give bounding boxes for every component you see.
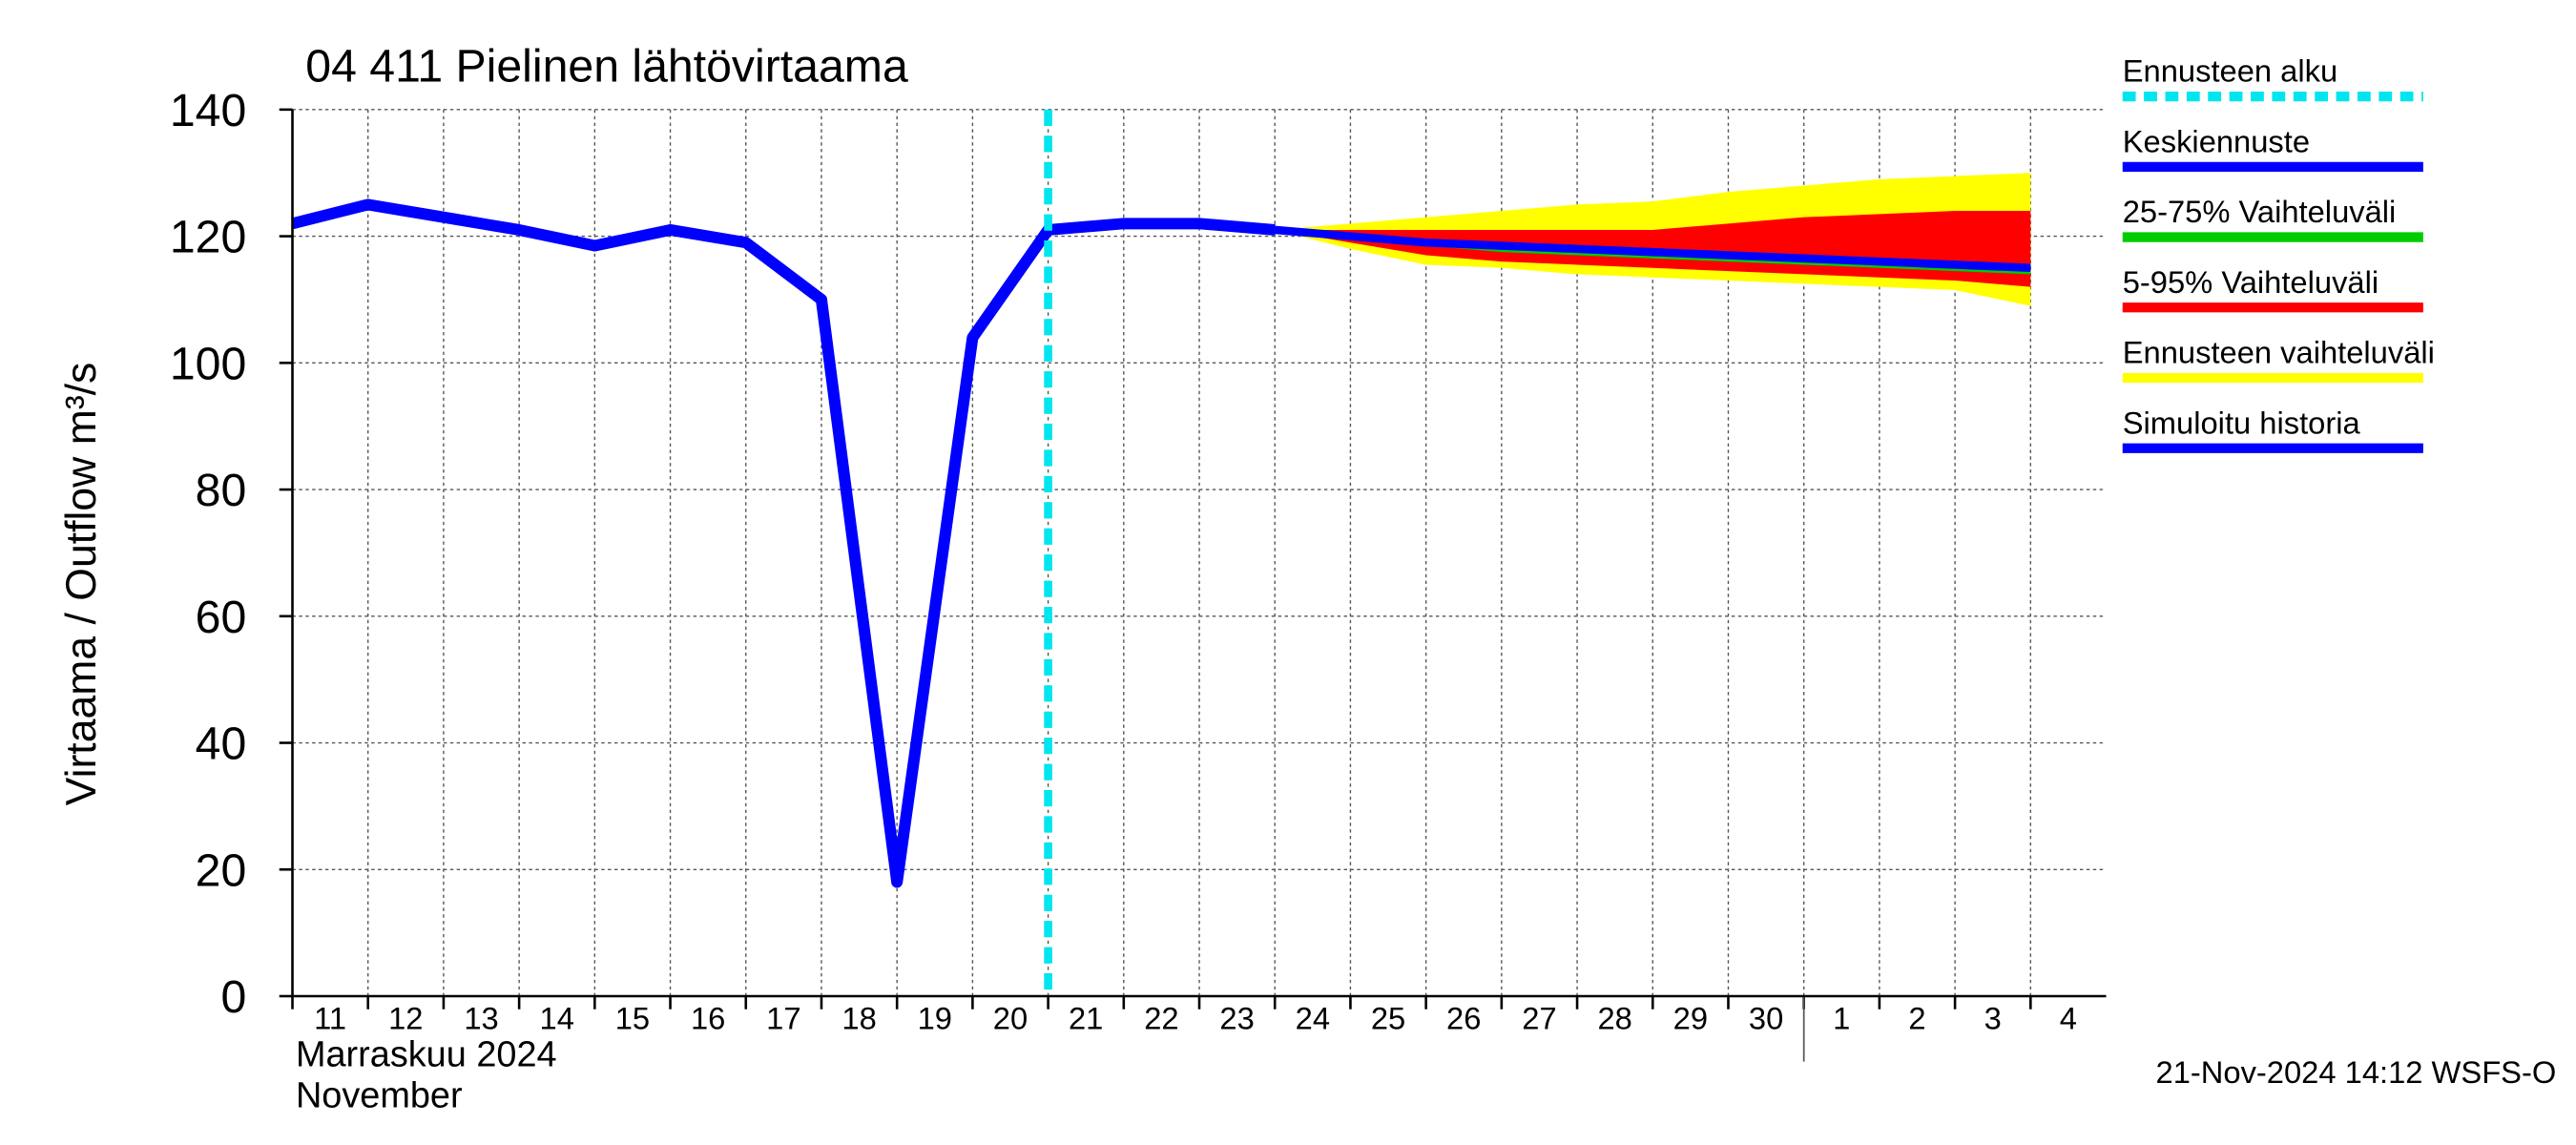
legend-label: Ennusteen alku bbox=[2123, 53, 2337, 89]
x-tick-label: 27 bbox=[1522, 1000, 1556, 1035]
legend-label: Ennusteen vaihteluväli bbox=[2123, 335, 2435, 370]
x-tick-label: 21 bbox=[1069, 1000, 1103, 1035]
legend-label: 5-95% Vaihteluväli bbox=[2123, 264, 2379, 300]
x-tick-label: 23 bbox=[1219, 1000, 1254, 1035]
x-tick-label: 29 bbox=[1673, 1000, 1708, 1035]
y-tick-label: 80 bbox=[196, 465, 247, 516]
x-tick-label: 18 bbox=[841, 1000, 876, 1035]
y-tick-label: 100 bbox=[170, 339, 246, 390]
legend-label: Keskiennuste bbox=[2123, 123, 2310, 158]
x-tick-label: 28 bbox=[1597, 1000, 1631, 1035]
x-tick-label: 15 bbox=[615, 1000, 650, 1035]
x-tick-label: 25 bbox=[1371, 1000, 1405, 1035]
x-tick-label: 1 bbox=[1833, 1000, 1850, 1035]
y-tick-label: 140 bbox=[170, 85, 246, 136]
x-tick-label: 20 bbox=[993, 1000, 1028, 1035]
y-tick-label: 20 bbox=[196, 845, 247, 897]
x-axis-label: Marraskuu 2024 bbox=[296, 1035, 557, 1075]
legend-label: 25-75% Vaihteluväli bbox=[2123, 194, 2397, 229]
footer: 21-Nov-2024 14:12 WSFS-O bbox=[2156, 1054, 2557, 1090]
chart-title: 04 411 Pielinen lähtövirtaama bbox=[305, 41, 908, 93]
x-tick-label: 4 bbox=[2060, 1000, 2077, 1035]
x-tick-label: 11 bbox=[314, 1000, 346, 1035]
y-axis-label: Virtaama / Outflow m³/s bbox=[58, 363, 105, 806]
y-tick-label: 40 bbox=[196, 718, 247, 770]
y-tick-label: 120 bbox=[170, 212, 246, 263]
x-tick-label: 2 bbox=[1908, 1000, 1925, 1035]
x-tick-label: 17 bbox=[766, 1000, 800, 1035]
x-tick-label: 13 bbox=[464, 1000, 498, 1035]
x-tick-label: 24 bbox=[1296, 1000, 1330, 1035]
legend-label: Simuloitu historia bbox=[2123, 405, 2361, 440]
x-axis-label: November bbox=[296, 1076, 463, 1116]
y-tick-label: 0 bbox=[220, 971, 246, 1023]
x-tick-label: 19 bbox=[918, 1000, 952, 1035]
x-tick-label: 16 bbox=[691, 1000, 725, 1035]
y-tick-label: 60 bbox=[196, 592, 247, 643]
x-tick-label: 3 bbox=[1984, 1000, 2002, 1035]
line bbox=[1274, 225, 2031, 273]
x-tick-label: 12 bbox=[388, 1000, 423, 1035]
x-tick-label: 14 bbox=[540, 1000, 574, 1035]
x-tick-label: 26 bbox=[1446, 1000, 1481, 1035]
line bbox=[291, 198, 1276, 888]
x-tick-label: 22 bbox=[1144, 1000, 1178, 1035]
x-tick-label: 30 bbox=[1749, 1000, 1783, 1035]
